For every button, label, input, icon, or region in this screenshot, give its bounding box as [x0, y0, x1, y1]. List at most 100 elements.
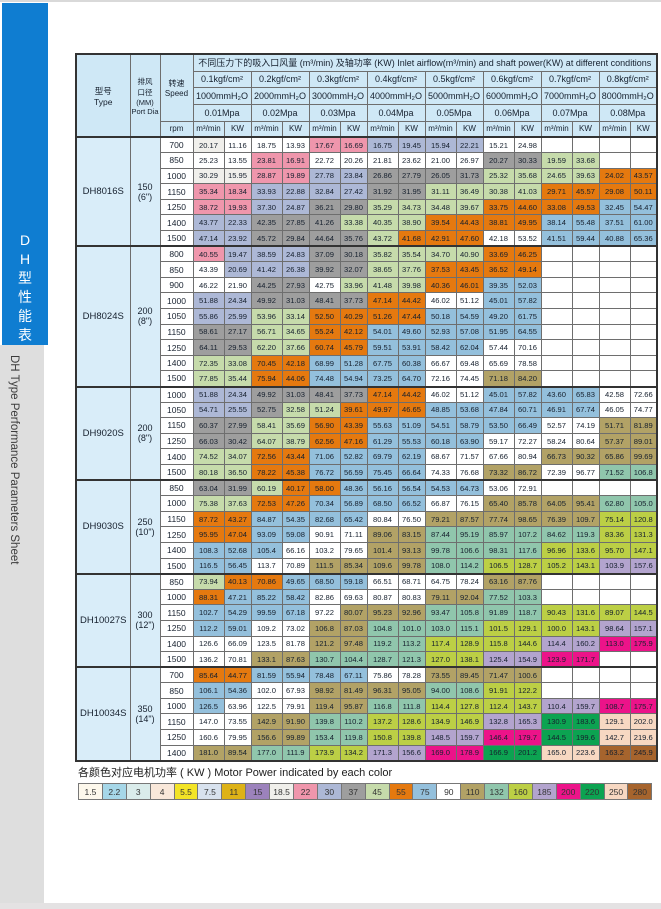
shaft-power-value-cell: 40.90 [455, 245, 484, 263]
shaft-power-value-cell: 36.49 [455, 183, 484, 200]
airflow-value-cell: 64.75 [424, 572, 457, 590]
airflow-value-cell: 72.56 [250, 448, 283, 465]
shaft-power-value-cell: 59.08 [281, 526, 310, 543]
airflow-value-cell: 49.92 [250, 385, 283, 403]
shaft-power-value-cell: 105.8 [455, 604, 484, 621]
airflow-value-cell: 74.33 [424, 463, 457, 481]
shaft-power-value-cell: 29.84 [281, 230, 310, 247]
speed-cell: 1250 [159, 526, 194, 543]
airflow-value-cell: 72.16 [424, 370, 457, 387]
airflow-value-cell: 54.51 [424, 417, 457, 434]
shaft-power-value-cell: 118.7 [513, 604, 542, 621]
shaft-power-value-cell: 219.6 [629, 729, 658, 746]
airflow-value-cell: 54.53 [424, 479, 457, 497]
shaft-power-value-cell: 44.60 [513, 198, 542, 216]
airflow-value-cell: 58.42 [424, 339, 457, 356]
airflow-value-cell: 74.52 [192, 448, 225, 465]
shaft-power-value-cell: 64.55 [513, 323, 542, 341]
airflow-value-cell: 21.81 [366, 152, 399, 169]
airflow-value-cell: 52.57 [540, 417, 573, 434]
shaft-power-value-cell: 47.26 [281, 495, 310, 512]
airflow-value-cell: 75.86 [366, 666, 399, 684]
legend-swatch-22: 22 [293, 783, 317, 800]
shaft-power-value-cell: 74.19 [571, 417, 600, 434]
pressure-mpa-header: 0.04Mpa [366, 103, 426, 122]
airflow-value-cell: 39.54 [424, 214, 457, 232]
airflow-value-cell [598, 339, 631, 356]
shaft-power-value-cell: 60.38 [397, 354, 426, 372]
airflow-value-cell: 73.32 [482, 463, 515, 481]
speed-cell: 1150 [159, 713, 194, 731]
airflow-value-cell: 52.50 [308, 308, 341, 325]
airflow-value-cell: 43.39 [192, 261, 225, 278]
airflow-value-cell: 39.35 [482, 276, 515, 294]
shaft-power-value-cell: 159.7 [455, 729, 484, 746]
speed-cell: 850 [159, 682, 194, 699]
shaft-power-value-cell: 97.48 [339, 635, 368, 653]
airflow-value-cell: 133.1 [250, 651, 283, 668]
airflow-value-cell: 88.31 [192, 588, 225, 606]
airflow-value-cell: 103.0 [424, 619, 457, 637]
shaft-power-value-cell: 19.45 [397, 136, 426, 154]
airflow-value-cell: 66.03 [192, 432, 225, 450]
shaft-power-value-cell: 80.94 [513, 448, 542, 465]
airflow-value-cell: 126.6 [192, 635, 225, 653]
shaft-power-value-cell: 144.5 [629, 604, 658, 621]
airflow-value-cell [598, 666, 631, 684]
shaft-power-value-cell: 33.68 [571, 152, 600, 169]
airflow-value-cell: 146.4 [482, 729, 515, 746]
shaft-power-value-cell: 27.79 [397, 167, 426, 185]
airflow-value-cell: 137.2 [366, 713, 399, 731]
shaft-power-value-cell [629, 308, 658, 325]
shaft-power-value-cell: 74.45 [455, 370, 484, 387]
shaft-power-value-cell: 35.68 [513, 167, 542, 185]
shaft-power-value-cell: 58.42 [281, 588, 310, 606]
airflow-value-cell: 117.4 [424, 635, 457, 653]
page-top-edge [0, 0, 661, 2]
airflow-value-cell: 33.93 [250, 183, 283, 200]
airflow-value-cell: 71.52 [598, 463, 631, 481]
legend-swatch-4: 4 [149, 783, 174, 800]
shaft-power-value-cell [571, 354, 600, 372]
table-title: 不同压力下的吸入口风量 (m³/min) 及轴功率 (KW) Inlet air… [192, 53, 658, 72]
airflow-value-cell: 85.64 [192, 666, 225, 684]
shaft-power-value-cell: 24.34 [223, 385, 252, 403]
shaft-power-value-cell: 138.1 [455, 651, 484, 668]
airflow-value-cell: 153.4 [308, 729, 341, 746]
shaft-power-value-cell: 42.18 [281, 354, 310, 372]
speed-cell: 1400 [159, 354, 194, 372]
shaft-power-value-cell [629, 682, 658, 699]
airflow-value-cell: 38.65 [366, 261, 399, 278]
shaft-power-value-cell: 47.21 [223, 588, 252, 606]
airflow-value-cell: 95.70 [598, 541, 631, 559]
airflow-value-cell: 51.95 [482, 323, 515, 341]
shaft-power-value-cell: 65.42 [339, 510, 368, 528]
unit-flow-header: m³/min [308, 120, 341, 138]
airflow-value-cell: 103.2 [308, 541, 341, 559]
shaft-power-value-cell: 46.01 [455, 276, 484, 294]
shaft-power-value-cell: 66.64 [397, 463, 426, 481]
shaft-power-value-cell: 105.0 [629, 495, 658, 512]
shaft-power-value-cell: 131.3 [629, 526, 658, 543]
airflow-value-cell: 15.94 [424, 136, 457, 154]
airflow-value-cell: 59.51 [366, 339, 399, 356]
shaft-power-value-cell: 42.12 [339, 323, 368, 341]
shaft-power-value-cell [571, 245, 600, 263]
airflow-value-cell [598, 136, 631, 154]
airflow-value-cell: 106.1 [192, 682, 225, 699]
airflow-value-cell: 41.26 [308, 214, 341, 232]
airflow-value-cell: 173.9 [308, 744, 341, 762]
airflow-value-cell: 122.5 [250, 697, 283, 715]
shaft-power-value-cell: 54.35 [281, 510, 310, 528]
shaft-power-value-cell: 175.7 [629, 697, 658, 715]
shaft-power-value-cell [629, 572, 658, 590]
airflow-value-cell: 70.86 [250, 572, 283, 590]
sidebar-cn-char: 能 [18, 308, 32, 324]
unit-flow-header: m³/min [424, 120, 457, 138]
shaft-power-value-cell: 31.99 [223, 479, 252, 497]
airflow-value-cell: 105.2 [540, 557, 573, 575]
shaft-power-value-cell: 19.93 [223, 198, 252, 216]
airflow-value-cell: 38.81 [482, 214, 515, 232]
shaft-power-value-cell: 79.91 [281, 697, 310, 715]
airflow-value-cell: 65.86 [598, 448, 631, 465]
